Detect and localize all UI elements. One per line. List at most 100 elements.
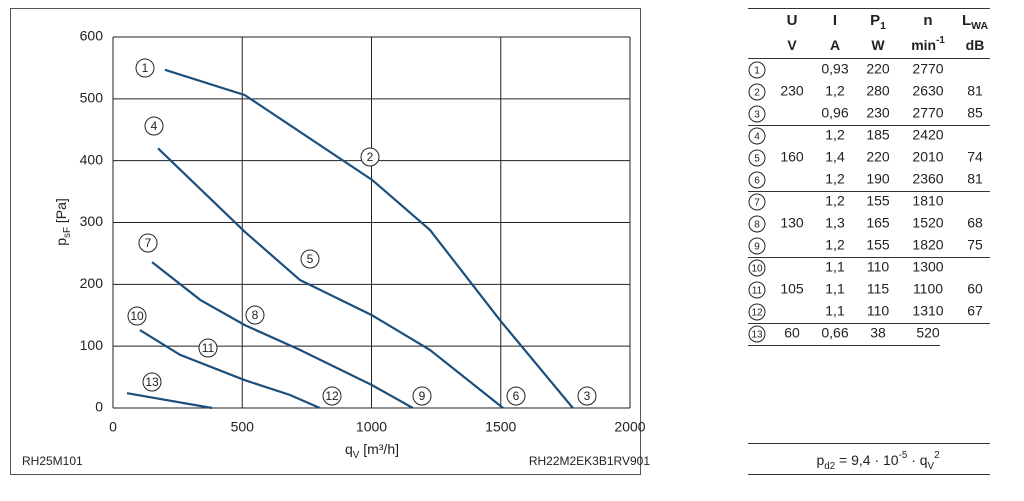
curve-label-circle: [198, 338, 218, 358]
row-number-circle: [748, 171, 766, 189]
row-number: 9: [754, 242, 760, 253]
row-number-circle: [748, 127, 766, 145]
table-cell: 220: [866, 61, 890, 77]
curve-label: 3: [584, 389, 591, 403]
table-cell: 0,93: [821, 61, 848, 77]
formula: pd2 = 9,4 · 10-5 · qV2: [816, 450, 939, 472]
table-cell: 1810: [912, 193, 943, 209]
table-cell: 190: [866, 171, 890, 187]
text-part: V: [787, 37, 797, 53]
x-tick-label: 500: [231, 419, 255, 435]
table-cell: 85: [967, 105, 983, 121]
curve-label: 11: [202, 341, 215, 355]
curve-label-circle: [322, 386, 342, 406]
table-cell: 1,2: [825, 83, 845, 99]
curve-label: 5: [307, 252, 314, 266]
table-cell: 220: [866, 149, 890, 165]
table-cell: 1,2: [825, 127, 845, 143]
table-cell: 1,1: [825, 303, 845, 319]
table-cell: 1520: [912, 215, 943, 231]
table-cell: 155: [866, 237, 890, 253]
curve-label: 2: [367, 150, 374, 164]
table-cell: 1,3: [825, 215, 845, 231]
row-number: 2: [754, 88, 760, 99]
text-part: min: [911, 37, 936, 53]
curve-label: 1: [142, 61, 149, 75]
table-cell: 1300: [912, 259, 943, 275]
table-cell: 1,4: [825, 149, 845, 165]
table-cell: 155: [866, 193, 890, 209]
table-cell: 81: [967, 171, 983, 187]
table-cell: 74: [967, 149, 983, 165]
text-part: W: [871, 37, 885, 53]
row-number: 8: [754, 220, 760, 231]
table-cell: 2630: [912, 83, 943, 99]
text-part: U: [787, 12, 798, 29]
table-cell: 2420: [912, 127, 943, 143]
table-unit: dB: [966, 37, 985, 53]
y-tick-label: 400: [80, 151, 104, 167]
table-cell: 1,1: [825, 259, 845, 275]
table-cell: 1,2: [825, 171, 845, 187]
table-cell: 75: [967, 237, 983, 253]
curve-label: 12: [325, 389, 339, 403]
y-tick-label: 200: [80, 275, 104, 291]
table-cell: 280: [866, 83, 890, 99]
curve: [139, 329, 321, 410]
text-part: d2: [824, 461, 835, 472]
row-number-circle: [748, 193, 766, 211]
text-part: q: [345, 441, 353, 457]
table-cell: 2360: [912, 171, 943, 187]
curve-label-circle: [135, 58, 155, 78]
table-cell: 230: [866, 105, 890, 121]
curve: [157, 147, 504, 409]
row-number-circle: [748, 83, 766, 101]
curve-label-circle: [245, 305, 265, 325]
table-cell: 0,66: [821, 325, 848, 341]
row-number: 11: [752, 286, 763, 297]
text-part: [Pa]: [53, 198, 69, 227]
row-number-circle: [748, 149, 766, 167]
table-cell: 1,2: [825, 193, 845, 209]
table-cell: 105: [780, 281, 804, 297]
table-cell: 38: [870, 325, 886, 341]
row-number: 4: [754, 132, 760, 143]
text-part: 2: [934, 450, 939, 461]
row-number: 6: [754, 176, 760, 187]
table-cell: 2770: [912, 105, 943, 121]
table-cell: 68: [967, 215, 983, 231]
table-unit: A: [830, 37, 840, 53]
table-unit: V: [787, 37, 797, 53]
row-number-circle: [748, 259, 766, 277]
table-cell: 60: [784, 325, 800, 341]
curve-label: 8: [252, 308, 259, 322]
table-header: P1: [870, 12, 886, 32]
x-tick-label: 1000: [356, 419, 387, 435]
table-header: I: [833, 12, 837, 29]
table-cell: 1820: [912, 237, 943, 253]
row-number: 10: [751, 264, 763, 275]
curve-label: 4: [151, 119, 158, 133]
row-number: 7: [754, 198, 760, 209]
table-cell: 130: [780, 215, 804, 231]
table-cell: 1,1: [825, 281, 845, 297]
curve-label-circle: [412, 386, 432, 406]
text-part: I: [833, 12, 837, 29]
curve: [126, 392, 213, 410]
x-tick-label: 0: [109, 419, 117, 435]
y-tick-label: 0: [95, 399, 103, 415]
table-header: U: [787, 12, 798, 29]
text-part: = 9,4 · 10: [835, 452, 899, 468]
text-part: L: [962, 12, 971, 29]
row-number: 12: [751, 308, 763, 319]
curve-label-circle: [360, 147, 380, 167]
table-cell: 520: [916, 325, 940, 341]
row-number-circle: [748, 105, 766, 123]
curve-label-circle: [300, 249, 320, 269]
text-part: sF: [62, 227, 73, 238]
row-number-circle: [748, 325, 766, 343]
table-cell: 165: [866, 215, 890, 231]
curve-label: 10: [130, 309, 144, 323]
curve-label: 6: [513, 389, 520, 403]
